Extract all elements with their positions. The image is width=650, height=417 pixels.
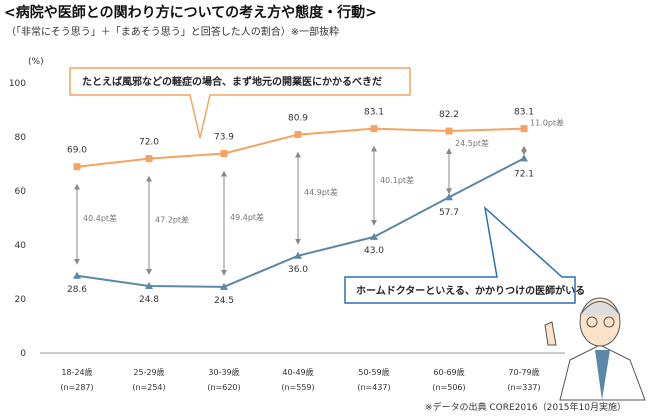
data-point [145,155,153,163]
data-point [145,282,153,290]
x-tick-label: 30-39歳 [208,367,239,377]
data-point [294,251,302,259]
data-point [445,127,453,135]
data-label: 24.8 [139,295,159,305]
x-tick-label: 18-24歳 [61,367,92,377]
data-point [520,154,528,162]
data-point [445,193,453,201]
y-tick-label: 20 [15,295,27,305]
data-label: 72.0 [139,138,159,148]
subtitle: （「非常にそう思う」＋「まあそう思う」と回答した人の割合）※一部抜粋 [6,27,340,38]
blue-callout [344,205,576,304]
orange-callout [69,67,411,139]
gap-label: 24.5pt差 [455,138,489,148]
gap-label: 49.4pt差 [230,212,264,222]
data-label: 43.0 [364,246,384,256]
data-point [370,232,378,240]
y-tick-label: 100 [9,79,26,89]
orange-callout-text: たとえば風邪などの軽症の場合、まず地元の開業医にかかるべきだ [82,75,382,88]
doctor-illustration [544,297,646,401]
data-label: 69.0 [67,146,87,156]
data-label: 72.1 [514,169,534,179]
x-tick-label: 25-29歳 [133,367,164,377]
sample-size-label: (n=254) [132,383,165,392]
data-label: 83.1 [364,108,384,118]
data-label: 57.7 [439,208,459,218]
data-label: 83.1 [514,108,534,118]
data-point [294,131,302,139]
data-point [520,125,528,133]
data-point [220,149,228,157]
data-point [220,282,228,290]
y-tick-label: 0 [20,349,26,359]
gap-label: 40.4pt差 [83,213,117,223]
sample-size-label: (n=506) [432,383,465,392]
x-tick-label: 60-69歳 [433,367,464,377]
x-tick-label: 40-49歳 [282,367,313,377]
gap-label: 11.0pt差 [530,117,564,127]
data-point [73,271,81,279]
sample-size-label: (n=620) [207,383,240,392]
sample-size-label: (n=337) [507,383,540,392]
y-axis-label: (%) [28,57,44,67]
data-label: 80.9 [288,114,308,124]
gap-label: 44.9pt差 [304,187,338,197]
sample-size-label: (n=437) [357,383,390,392]
data-label: 82.2 [439,110,459,120]
data-point [370,125,378,133]
gap-label: 40.1pt差 [380,175,414,185]
x-tick-label: 50-59歳 [358,367,389,377]
gap-label: 47.2pt差 [155,214,189,224]
y-tick-label: 40 [15,241,27,251]
data-point [73,163,81,171]
y-tick-label: 60 [15,187,27,197]
x-tick-label: 70-79歳 [508,367,539,377]
sample-size-label: (n=559) [281,383,314,392]
source-note: ※データの出典 CORE2016（2015年10月実施） [425,403,626,413]
page-title: <病院や医師との関わり方についての考え方や態度・行動> [4,5,377,21]
data-label: 36.0 [288,265,308,275]
y-tick-label: 80 [15,133,27,143]
sample-size-label: (n=287) [60,383,93,392]
data-label: 28.6 [67,285,87,295]
blue-callout-text: ホームドクターといえる、かかりつけの医師がいる [356,284,585,297]
data-label: 24.5 [214,296,234,306]
data-label: 73.9 [214,132,234,142]
